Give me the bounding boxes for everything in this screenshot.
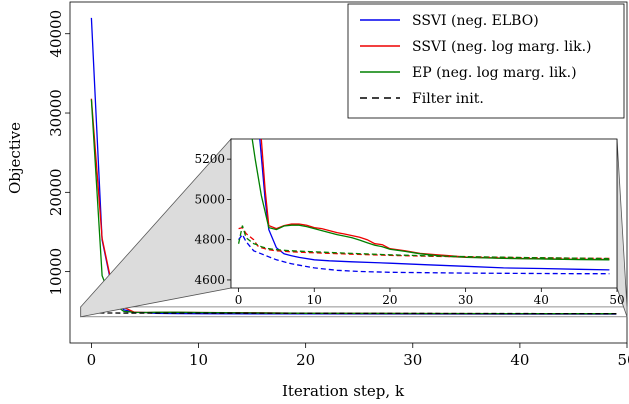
x-tick-label: 0 xyxy=(87,351,97,369)
inset-plot-frame xyxy=(230,138,618,289)
x-tick-label: 40 xyxy=(510,351,529,369)
y-tick-label: 20000 xyxy=(47,168,65,216)
x-tick-label: 10 xyxy=(189,351,208,369)
legend-label-ssvi-neg-log-marg-lik: SSVI (neg. log marg. lik.) xyxy=(412,39,592,55)
legend: SSVI (neg. ELBO) SSVI (neg. log marg. lik… xyxy=(347,3,625,119)
legend-box xyxy=(347,3,625,119)
legend-label-ep-neg-log-marg-lik: EP (neg. log marg. lik.) xyxy=(412,65,577,81)
x-tick-label: 50 xyxy=(617,351,629,369)
y-tick-label: 40000 xyxy=(47,10,65,58)
legend-label-filter-init: Filter init. xyxy=(412,91,484,107)
x-tick-label: 20 xyxy=(296,351,315,369)
inset-x-tick-label: 40 xyxy=(534,293,549,307)
inset-series-ssvi-filter-init xyxy=(238,233,610,275)
main-plot-frame xyxy=(69,1,628,344)
inset-series-ssvi-neg-elbo xyxy=(259,139,610,271)
inset-y-tick-label: 5200 xyxy=(194,152,225,166)
inset-y-tick-label: 5000 xyxy=(194,192,225,206)
y-tick-label: 10000 xyxy=(47,248,65,296)
y-axis-label: Objective xyxy=(6,122,24,194)
legend-label-ssvi-neg-elbo: SSVI (neg. ELBO) xyxy=(412,13,539,29)
x-axis-label: Iteration step, k xyxy=(282,382,405,400)
zoom-connector-right xyxy=(616,138,628,317)
inset-plot: 0 10 20 30 40 50 4600 4800 5000 5200 xyxy=(194,138,625,307)
inset-series-ep-filter-init xyxy=(237,225,610,260)
inset-x-tick-label: 0 xyxy=(235,293,243,307)
inset-x-tick-label: 30 xyxy=(458,293,473,307)
inset-series-group xyxy=(237,139,610,275)
inset-y-tick-label: 4600 xyxy=(194,273,225,287)
y-tick-label: 30000 xyxy=(47,89,65,137)
inset-x-tick-label: 50 xyxy=(609,293,624,307)
inset-x-tick-label: 20 xyxy=(382,293,397,307)
zoom-connectors xyxy=(80,137,628,318)
inset-y-tick-label: 4800 xyxy=(194,233,225,247)
inset-x-tick-label: 10 xyxy=(307,293,322,307)
x-tick-label: 30 xyxy=(403,351,422,369)
